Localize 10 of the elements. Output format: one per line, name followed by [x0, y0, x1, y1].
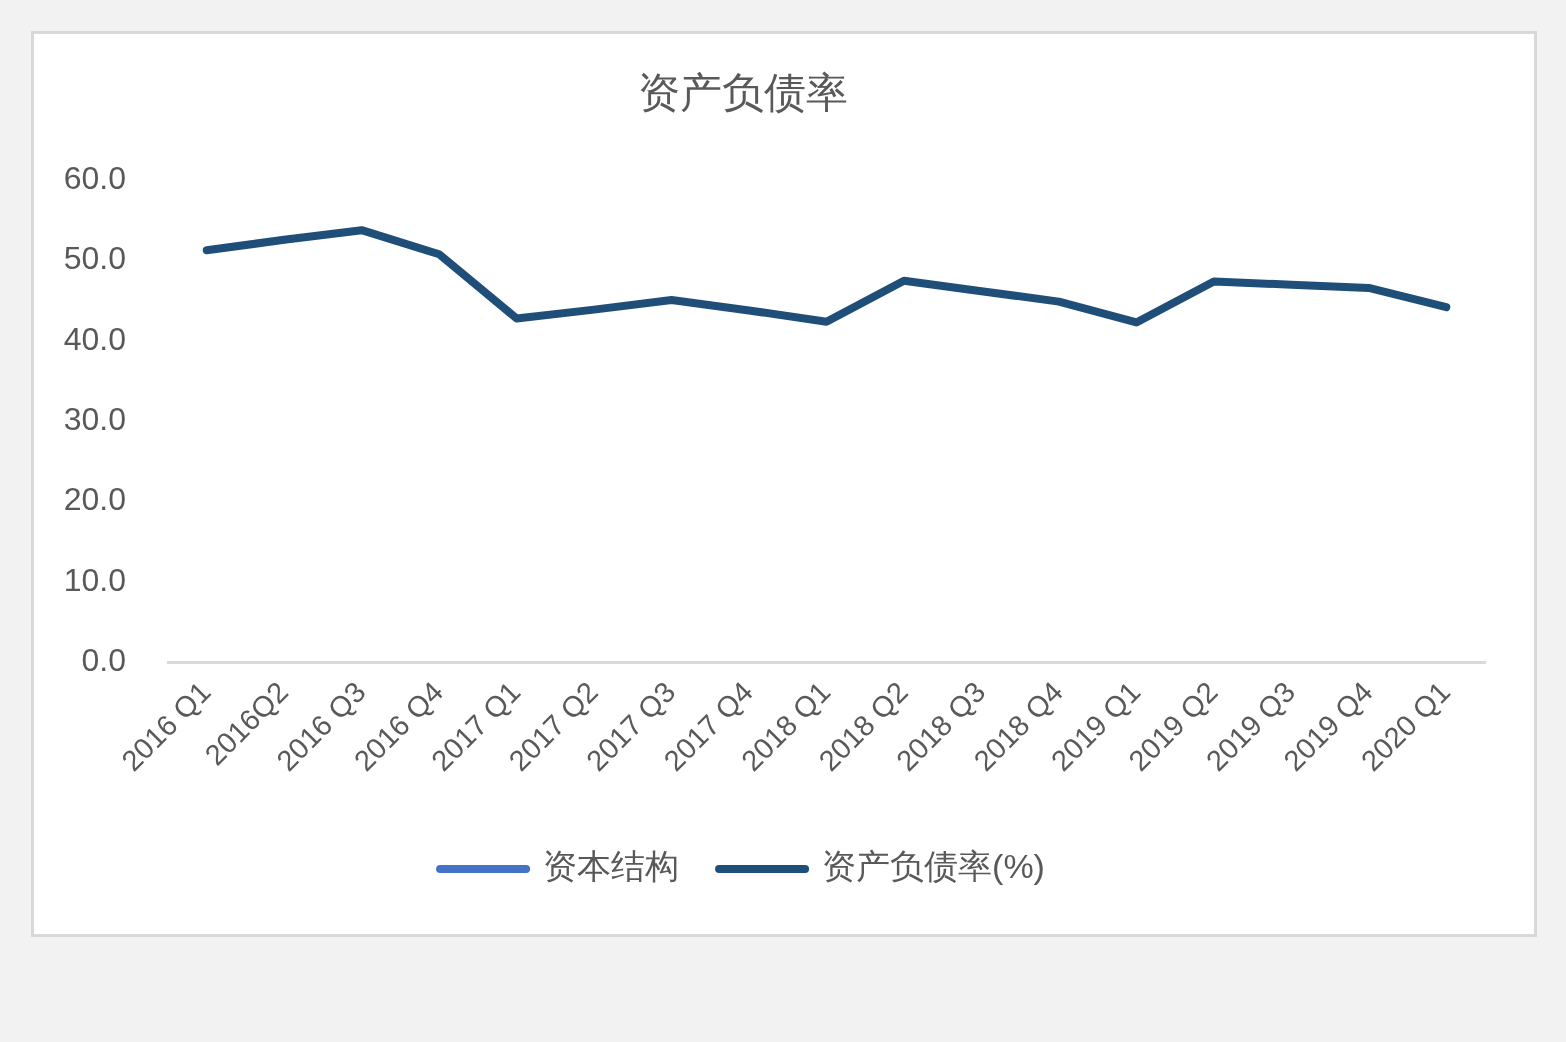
- chart-title: 资产负债率: [637, 68, 848, 116]
- y-tick-label: 10.0: [63, 561, 126, 598]
- y-tick-label: 60.0: [63, 160, 126, 197]
- y-tick-label: 20.0: [63, 481, 126, 518]
- legend-label: 资本结构: [543, 847, 680, 886]
- y-tick-label: 0.0: [81, 641, 126, 678]
- y-tick-label: 50.0: [63, 240, 126, 277]
- legend-label: 资产负债率(%): [822, 847, 1045, 886]
- y-tick-label: 30.0: [63, 401, 126, 438]
- y-tick-label: 40.0: [63, 320, 126, 357]
